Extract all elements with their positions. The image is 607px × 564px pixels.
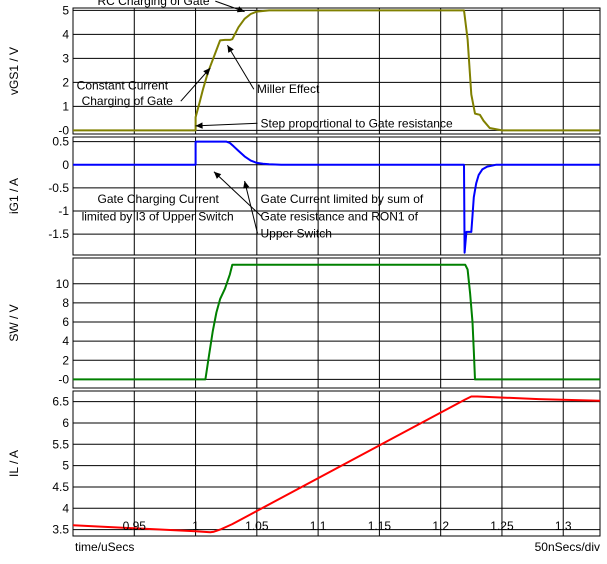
annotation-text: limited by I3 of Upper Switch — [82, 209, 234, 223]
y-tick-label: 0.5 — [52, 135, 69, 149]
x-scale-text: 50nSecs/div — [535, 540, 600, 554]
y-tick-label: 2 — [62, 75, 69, 89]
x-tick-label: 1.25 — [490, 519, 514, 533]
annotation-arrowhead — [243, 180, 250, 189]
y-tick-label: 5.5 — [52, 437, 69, 451]
y-tick-label: 5 — [62, 3, 69, 17]
x-tick-label: 1.1 — [310, 519, 327, 533]
annotation-arrowhead — [213, 171, 222, 179]
annotation-text: Charging of Gate — [82, 94, 174, 108]
y-tick-label: 4 — [62, 27, 69, 41]
x-tick-label: 1.15 — [368, 519, 392, 533]
y-tick-label: -0 — [58, 372, 69, 386]
panel-frame — [72, 390, 601, 537]
y-tick-label: 8 — [62, 296, 69, 310]
annotation-arrowhead — [236, 6, 245, 13]
y-axis-label: SW / V — [7, 304, 21, 341]
x-tick-label: 1.2 — [432, 519, 449, 533]
y-tick-label: -1 — [58, 204, 69, 218]
y-tick-label: 3 — [62, 51, 69, 65]
annotation-arrowhead — [203, 68, 211, 76]
y-axis-label: iG1 / A — [7, 178, 21, 214]
annotation-arrow — [226, 44, 255, 90]
y-tick-label: -1.5 — [48, 227, 69, 241]
annotation-arrow — [195, 122, 258, 127]
y-tick-label: 5 — [62, 459, 69, 473]
panel-frame — [72, 7, 601, 135]
y-tick-label: 4 — [62, 334, 69, 348]
annotation-text: Gate Current limited by sum of — [261, 192, 424, 206]
annotation-arrow — [180, 67, 211, 102]
y-tick-label: 0 — [62, 158, 69, 172]
y-tick-label: 4 — [62, 501, 69, 515]
y-tick-label: 3.5 — [52, 523, 69, 537]
y-tick-label: 4.5 — [52, 480, 69, 494]
y-axis-label: vGS1 / V — [7, 47, 21, 95]
y-tick-label: -0.5 — [48, 181, 69, 195]
x-tick-label: 1 — [192, 519, 199, 533]
series-line-3-1 — [73, 263, 600, 381]
y-tick-label: 6.5 — [52, 395, 69, 409]
annotation-arrowhead — [195, 122, 203, 129]
annotation-text: Constant Current — [77, 79, 169, 93]
annotation-text: Gate resistance and RON1 of — [261, 209, 419, 223]
y-tick-label: 2 — [62, 353, 69, 367]
panel-frame — [72, 136, 601, 256]
annotation-text: Miller Effect — [257, 82, 320, 96]
panel-3: -0 2 4 6 8 10 SW / V — [7, 257, 601, 389]
series-line-4-1 — [72, 395, 601, 534]
panel-1: -0 1 2 3 4 5 vGS1 / V RC Charging of Gate Consta… — [7, 0, 601, 137]
series-line-1-1 — [73, 9, 600, 132]
y-tick-label: 10 — [56, 277, 70, 291]
annotation-text: Gate Charging Current — [98, 192, 220, 206]
annotation-text: Step proportional to Gate resistance — [261, 116, 453, 130]
panel-2: 0.5 0 -0.5 -1 -1.5 iG1 / A Step proportional t… — [7, 116, 601, 256]
annotation-arrow — [244, 180, 258, 234]
y-axis-label: IL / A — [7, 450, 21, 477]
y-tick-label: 6 — [62, 315, 69, 329]
x-tick-label: 1.3 — [555, 519, 572, 533]
panel-frame — [72, 257, 601, 389]
x-axis-label: time/uSecs — [75, 540, 134, 554]
annotation-arrow — [213, 171, 262, 217]
annotation-text: RC Charging of Gate — [98, 0, 210, 8]
annotation-text: Upper Switch — [261, 226, 332, 240]
x-tick-label: 0.95 — [123, 519, 147, 533]
y-tick-label: 1 — [62, 99, 69, 113]
series-line-2-1 — [73, 140, 600, 254]
annotation-arrowhead — [227, 45, 234, 53]
y-tick-label: -0 — [58, 123, 69, 137]
y-tick-label: 6 — [62, 416, 69, 430]
x-tick-label: 1.05 — [245, 519, 269, 533]
panel-4: 3.5 4 4.5 5 5.5 6 6.5 IL / A — [7, 390, 601, 537]
